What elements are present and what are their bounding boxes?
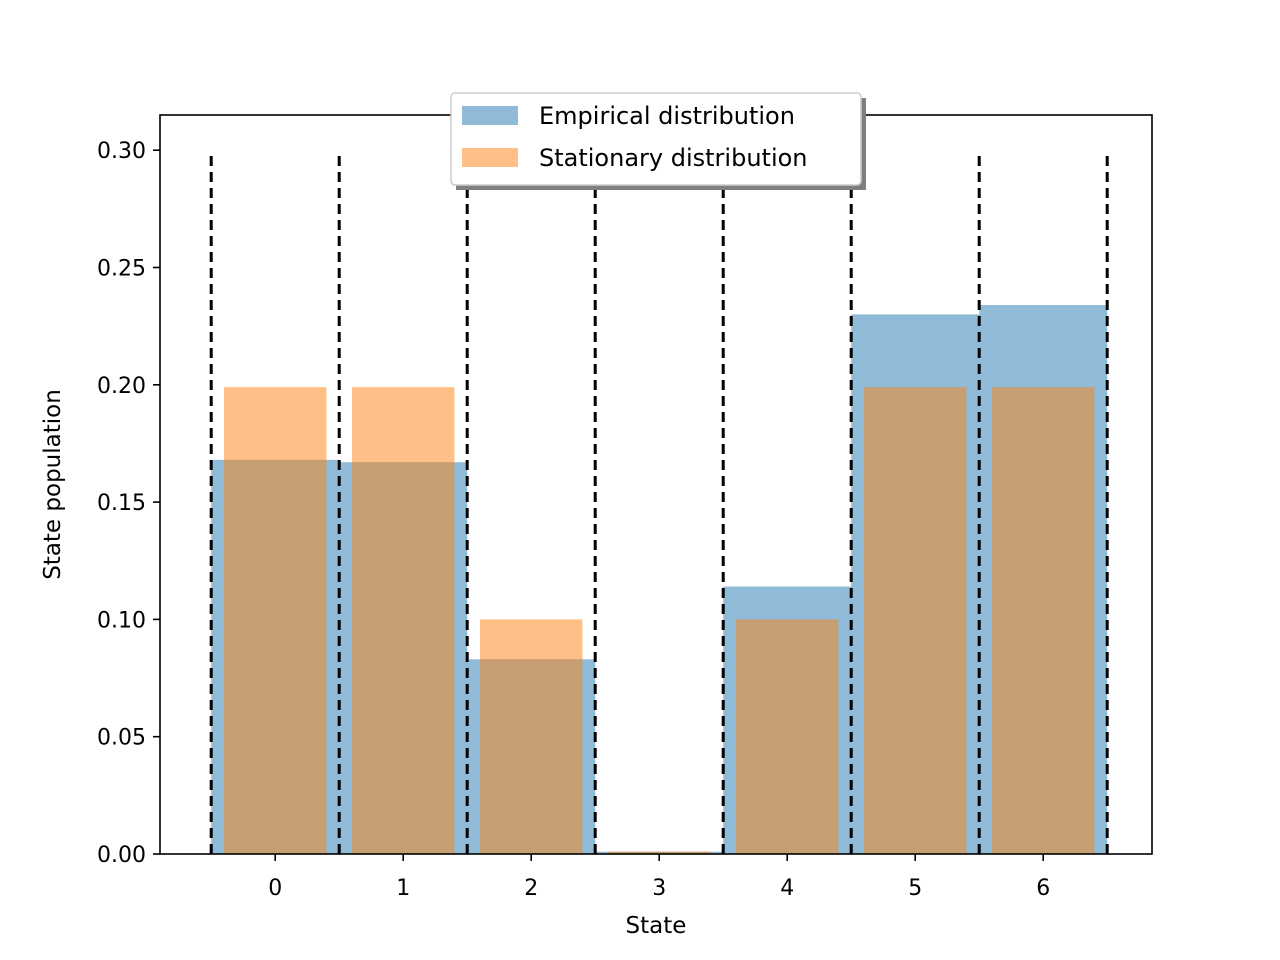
stationary-bar-3	[608, 851, 711, 854]
x-tick-label-2: 2	[524, 876, 538, 901]
stationary-bar-2	[480, 619, 583, 854]
stationary-bar-1	[352, 387, 455, 854]
y-tick-label-2: 0.10	[97, 608, 146, 633]
legend-box	[450, 92, 862, 186]
empirical-bars	[211, 305, 1108, 854]
x-tick-label-3: 3	[652, 876, 666, 901]
stationary-bar-5	[864, 387, 967, 854]
legend-label-empirical: Empirical distribution	[539, 102, 795, 130]
y-tick-label-4: 0.20	[97, 374, 146, 399]
stationary-bar-0	[224, 387, 327, 854]
y-tick-label-0: 0.00	[97, 843, 146, 868]
state-boundary-lines	[209, 150, 1109, 854]
stationary-bar-4	[736, 619, 839, 854]
y-tick-label-3: 0.15	[97, 491, 146, 516]
x-tick-label-1: 1	[396, 876, 410, 901]
legend-label-stationary: Stationary distribution	[539, 144, 808, 172]
y-axis-ticks: 0.00 0.05 0.10 0.15 0.20 0.25 0.30	[97, 139, 160, 868]
stationary-bar-6	[992, 387, 1095, 854]
y-axis-label: State population	[40, 389, 66, 580]
x-tick-label-0: 0	[268, 876, 282, 901]
legend-swatch-empirical	[462, 106, 518, 125]
legend: Empirical distribution Stationary distri…	[450, 92, 866, 190]
x-tick-label-4: 4	[780, 876, 794, 901]
x-tick-label-5: 5	[908, 876, 922, 901]
x-tick-label-6: 6	[1036, 876, 1050, 901]
legend-swatch-stationary	[462, 148, 518, 167]
y-tick-label-6: 0.30	[97, 139, 146, 164]
x-axis-label: State	[626, 913, 687, 939]
x-axis-ticks: 0 1 2 3 4 5 6	[268, 854, 1050, 901]
stationary-bars	[224, 387, 1095, 854]
y-tick-label-1: 0.05	[97, 726, 146, 751]
y-tick-label-5: 0.25	[97, 256, 146, 281]
